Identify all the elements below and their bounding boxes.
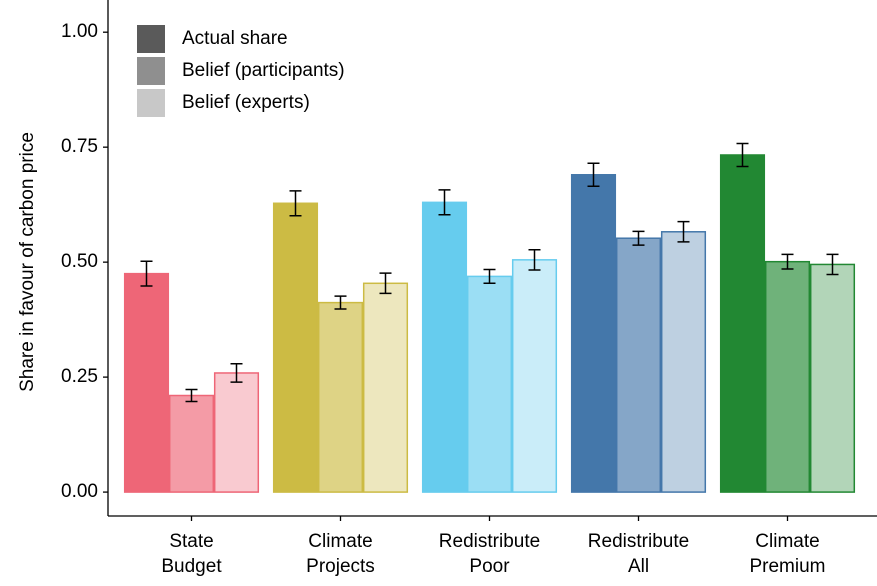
error-bar (140, 260, 153, 287)
error-bar (438, 189, 451, 216)
error-bar (677, 220, 690, 243)
y-tick-label: 0.75 (61, 136, 98, 157)
y-tick-label: 0.25 (61, 366, 98, 387)
x-tick-label: Poor (469, 556, 510, 577)
x-tick-label: Redistribute (588, 531, 689, 552)
legend-label: Belief (participants) (182, 60, 345, 81)
error-bar (736, 142, 749, 168)
bar (362, 282, 409, 493)
bar (719, 154, 766, 493)
error-bar (781, 253, 794, 270)
legend-label: Belief (experts) (182, 92, 310, 113)
legend-swatch (137, 57, 165, 85)
bar (660, 231, 707, 493)
bar (213, 372, 260, 493)
legend-swatch (137, 89, 165, 117)
error-bar (587, 162, 600, 188)
x-tick-label: Budget (161, 556, 222, 577)
error-bar (528, 248, 541, 271)
bar (570, 174, 617, 493)
bar (809, 263, 856, 493)
x-tick-label: Projects (306, 556, 375, 577)
legend-swatch (137, 25, 165, 53)
y-tick-label: 0.00 (61, 481, 98, 502)
error-bar (483, 268, 496, 285)
bar (466, 275, 513, 493)
error-bar (185, 388, 198, 403)
x-tick-label: Redistribute (439, 531, 540, 552)
error-bar (826, 253, 839, 276)
error-bar (289, 190, 302, 217)
x-tick-label: Premium (749, 556, 825, 577)
bar (123, 272, 170, 493)
x-tick-label: State (169, 531, 213, 552)
bar (317, 301, 364, 493)
x-tick-label: All (628, 556, 649, 577)
bar (615, 237, 662, 493)
bar (511, 259, 558, 493)
legend-label: Actual share (182, 28, 288, 49)
error-bar (334, 295, 347, 310)
x-tick-label: Climate (308, 531, 372, 552)
bar (421, 201, 468, 493)
error-bar (632, 230, 645, 246)
error-bar (379, 272, 392, 295)
error-bar (230, 363, 243, 383)
y-tick-label: 0.50 (61, 251, 98, 272)
bar (168, 394, 215, 493)
x-tick-label: Climate (755, 531, 819, 552)
bar (272, 202, 319, 493)
bar (764, 260, 811, 493)
y-axis-label: Share in favour of carbon price (17, 132, 38, 392)
y-tick-label: 1.00 (61, 21, 98, 42)
